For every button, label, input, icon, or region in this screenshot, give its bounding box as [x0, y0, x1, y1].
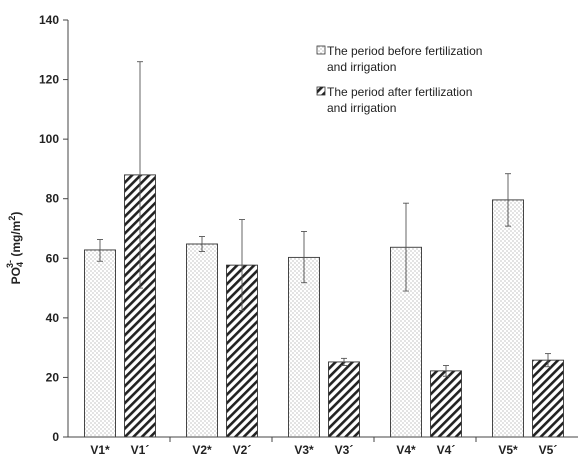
bar-v3-hatched [328, 361, 360, 438]
legend-label-after-line2: and irrigation [327, 101, 396, 115]
y-title-unit-sup: 2 [7, 216, 17, 221]
x-tick-label: V1´ [131, 443, 150, 457]
x-tick-label: V2* [192, 443, 212, 457]
legend-label-after-line1: The period after fertilization [327, 85, 472, 99]
x-axis-ticks: V1* V1´ V2* V2´ V3* V3´ V4* V4´ V5* V5´ [90, 437, 557, 457]
y-tick-label: 0 [52, 430, 59, 444]
y-tick-label: 140 [39, 13, 59, 27]
y-axis-title: PO43- (mg/m2) [5, 212, 25, 285]
legend-item-before: The period before fertilization and irri… [316, 44, 482, 74]
y-tick-label: 100 [39, 132, 59, 146]
y-tick-label: 20 [46, 370, 60, 384]
y-title-base: PO [9, 267, 23, 284]
legend: The period before fertilization and irri… [316, 44, 482, 115]
bar-v2-dotted [186, 243, 218, 438]
bar-v5-hatched [532, 359, 564, 438]
bar-v4-hatched [430, 370, 462, 438]
x-tick-label: V3´ [335, 443, 354, 457]
y-tick-label: 80 [46, 192, 60, 206]
error-bars [97, 61, 551, 377]
legend-swatch-hatched [316, 86, 326, 96]
y-title-unit: (mg/m [9, 221, 23, 260]
y-tick-label: 120 [39, 73, 59, 87]
x-tick-label: V1* [90, 443, 110, 457]
x-tick-label: V2´ [233, 443, 252, 457]
legend-label-before-line1: The period before fertilization [327, 44, 482, 58]
bar-v3-dotted [288, 256, 320, 438]
legend-swatch-dotted [316, 45, 326, 55]
y-tick-label: 40 [46, 311, 60, 325]
y-title-sup: 3- [5, 260, 15, 268]
y-tick-label: 60 [46, 251, 60, 265]
bar-v5-dotted [492, 199, 524, 438]
y-title-sub: 4 [15, 262, 25, 267]
x-tick-label: V3* [294, 443, 314, 457]
legend-label-before-line2: and irrigation [327, 60, 396, 74]
x-tick-label: V4* [396, 443, 416, 457]
x-tick-label: V4´ [437, 443, 456, 457]
x-tick-label: V5* [498, 443, 518, 457]
x-tick-label: V5´ [539, 443, 558, 457]
plot-area: 0 20 40 60 80 100 120 140 V1* V1´ V2* V2´ V3* V3´ V4*… [39, 13, 578, 457]
legend-item-after: The period after fertilization and irrig… [316, 85, 472, 115]
bar-v1-dotted [84, 249, 116, 438]
y-title-close: ) [9, 212, 23, 216]
y-axis-ticks: 0 20 40 60 80 100 120 140 [39, 13, 68, 444]
bars [84, 174, 564, 438]
